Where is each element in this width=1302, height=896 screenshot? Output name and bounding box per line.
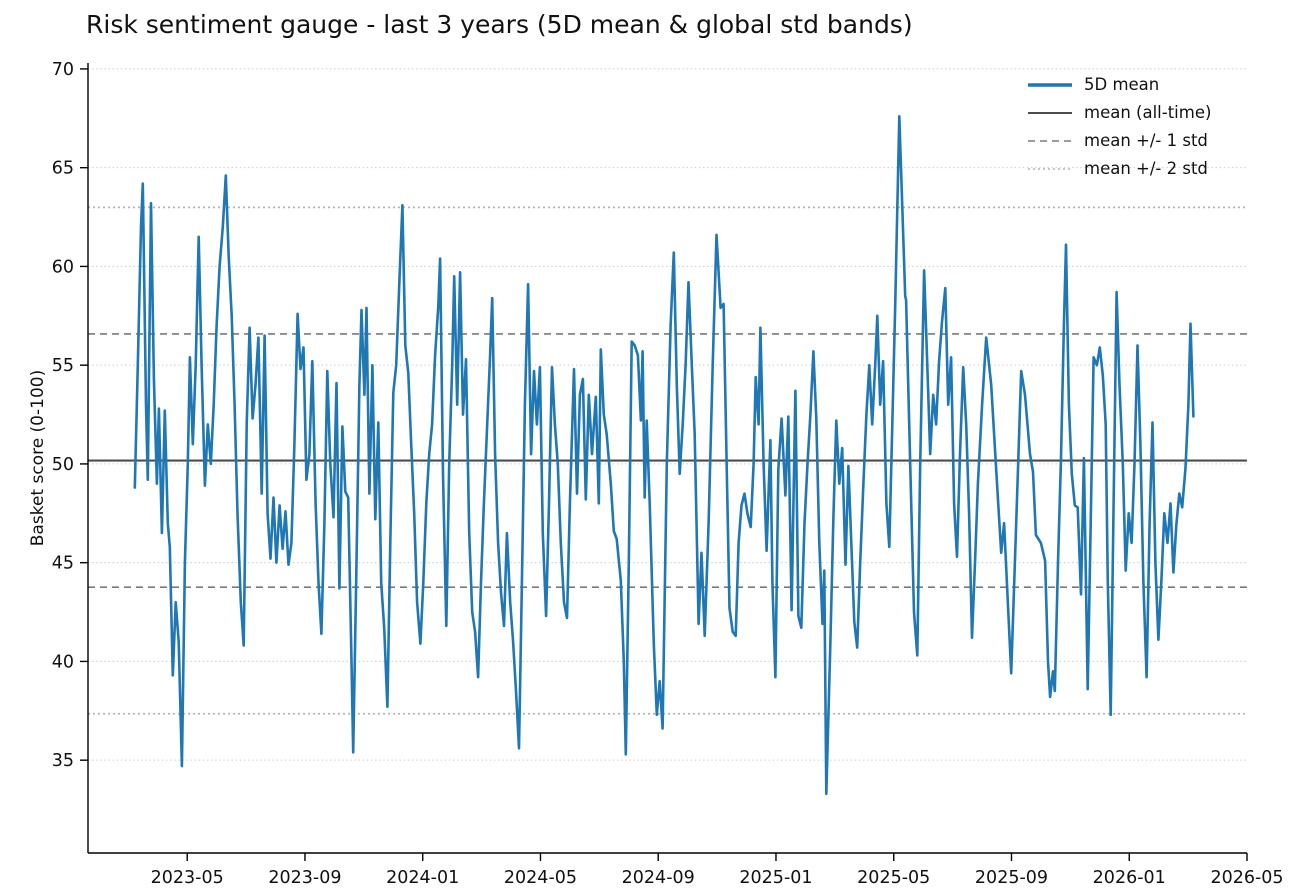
legend-line-sample bbox=[1028, 167, 1072, 170]
legend-item: mean +/- 1 std bbox=[1028, 130, 1211, 151]
legend-line-sample bbox=[1028, 111, 1072, 114]
x-tick-label: 2025-01 bbox=[739, 868, 812, 888]
y-tick-label: 35 bbox=[52, 751, 74, 771]
y-tick-label: 50 bbox=[52, 455, 74, 475]
x-tick-label: 2023-05 bbox=[151, 868, 224, 888]
x-tick-label: 2024-09 bbox=[622, 868, 695, 888]
chart-title: Risk sentiment gauge - last 3 years (5D … bbox=[86, 10, 913, 39]
legend: 5D mean mean (all-time) mean +/- 1 std mean… bbox=[1028, 74, 1211, 179]
legend-label: 5D mean bbox=[1084, 75, 1160, 94]
y-tick-label: 55 bbox=[52, 356, 74, 376]
y-tick-label: 70 bbox=[52, 60, 74, 80]
legend-label: mean +/- 1 std bbox=[1084, 131, 1208, 150]
legend-line-sample bbox=[1028, 139, 1072, 142]
x-tick-label: 2024-01 bbox=[386, 868, 459, 888]
x-tick-label: 2024-05 bbox=[504, 868, 577, 888]
legend-label: mean +/- 2 std bbox=[1084, 159, 1208, 178]
legend-item: mean +/- 2 std bbox=[1028, 158, 1211, 179]
legend-item: 5D mean bbox=[1028, 74, 1211, 95]
x-tick-label: 2026-01 bbox=[1093, 868, 1166, 888]
legend-label: mean (all-time) bbox=[1084, 103, 1212, 122]
x-tick-label: 2023-09 bbox=[268, 868, 341, 888]
series-line-5d-mean bbox=[133, 115, 1195, 796]
y-tick-label: 45 bbox=[52, 554, 74, 574]
legend-line-sample bbox=[1028, 82, 1072, 87]
x-tick-label: 2025-05 bbox=[857, 868, 930, 888]
legend-item: mean (all-time) bbox=[1028, 102, 1211, 123]
x-tick-label: 2025-09 bbox=[975, 868, 1048, 888]
y-tick-label: 40 bbox=[52, 652, 74, 672]
y-tick-label: 60 bbox=[52, 257, 74, 277]
x-tick-label: 2026-05 bbox=[1210, 868, 1283, 888]
y-tick-label: 65 bbox=[52, 159, 74, 179]
